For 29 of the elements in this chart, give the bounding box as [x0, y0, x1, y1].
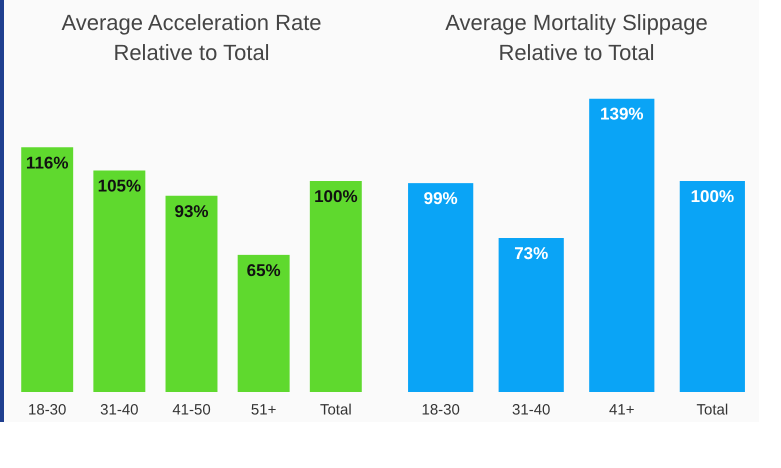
bar	[408, 183, 474, 392]
data-label: 73%	[514, 244, 548, 263]
bar	[498, 238, 564, 392]
chart-title: Average Acceleration Rate Relative to Total	[61, 10, 322, 65]
data-label: 116%	[26, 153, 68, 172]
bar	[310, 181, 362, 392]
bar	[680, 181, 745, 392]
bar	[238, 254, 290, 392]
data-label: 65%	[246, 260, 281, 280]
x-tick-label: 31-40	[512, 402, 550, 418]
bar	[21, 147, 74, 392]
data-label: 99%	[424, 189, 458, 208]
data-label: 93%	[174, 202, 209, 221]
x-tick-label: 41-50	[172, 402, 211, 418]
bar	[589, 98, 654, 392]
data-label: 100%	[690, 187, 734, 206]
bar	[166, 196, 218, 392]
x-tick-label: 18-30	[28, 402, 66, 418]
data-label: 139%	[600, 104, 644, 124]
chart-title: Average Mortality Slippage Relative to Total	[445, 10, 708, 65]
x-tick-label: Total	[320, 402, 352, 418]
x-tick-label: 18-30	[421, 402, 460, 418]
x-tick-label: Total	[696, 402, 728, 418]
data-label: 100%	[314, 187, 358, 206]
bar	[93, 170, 146, 392]
data-label: 105%	[98, 176, 142, 196]
x-tick-label: 41+	[609, 402, 635, 418]
x-tick-label: 51+	[250, 402, 277, 418]
x-tick-label: 31-40	[100, 402, 139, 418]
